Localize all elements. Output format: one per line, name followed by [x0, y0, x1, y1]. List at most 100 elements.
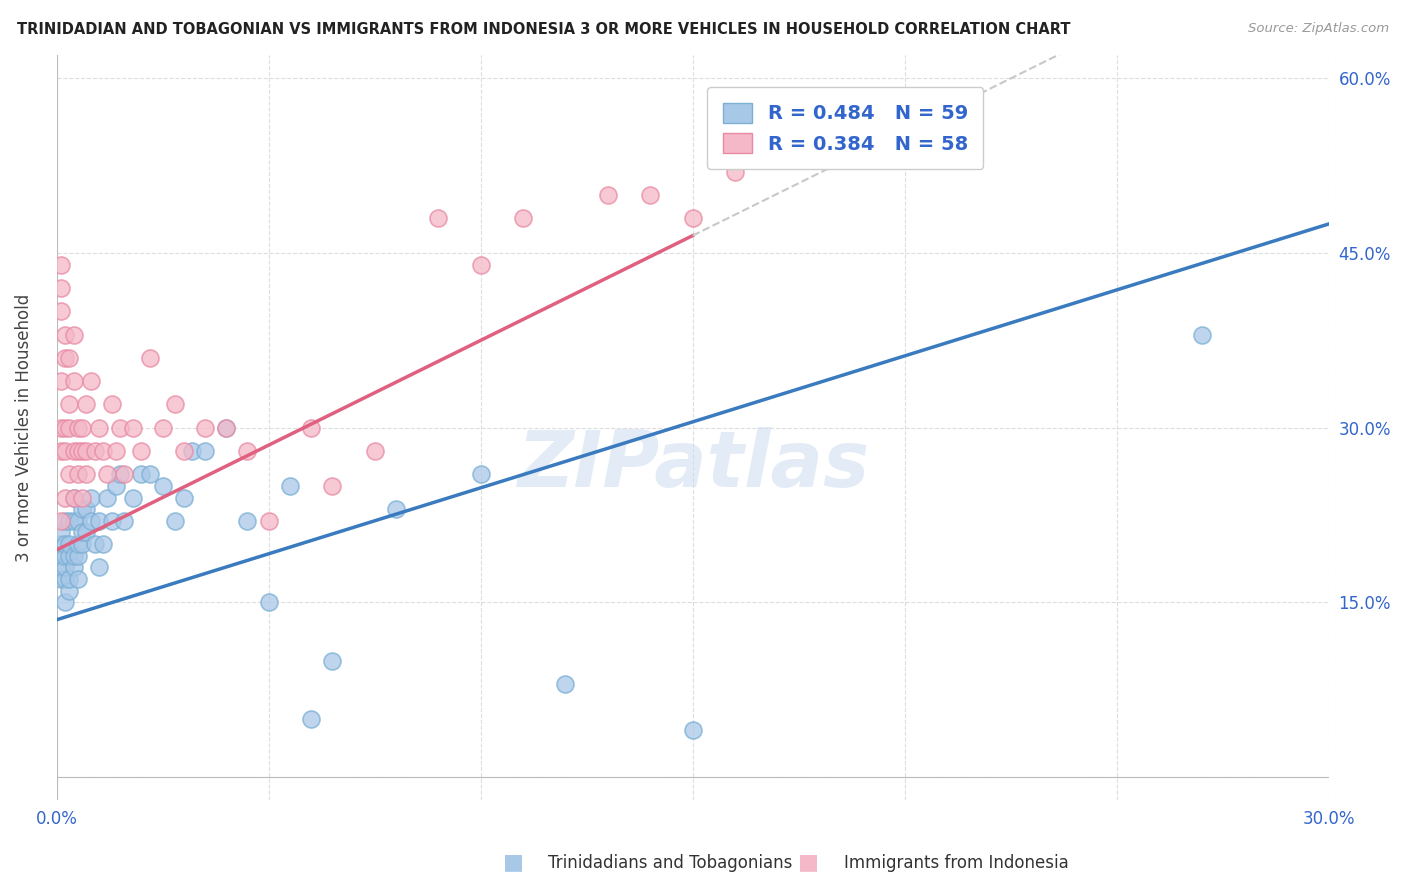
Point	[62, 491, 84, 505]
Point	[58, 583, 80, 598]
Point	[49, 514, 72, 528]
Point	[87, 514, 110, 528]
Point	[70, 502, 93, 516]
Point	[122, 491, 145, 505]
Point	[53, 537, 76, 551]
Point	[100, 514, 122, 528]
Legend: R = 0.484   N = 59, R = 0.384   N = 58: R = 0.484 N = 59, R = 0.384 N = 58	[707, 87, 983, 169]
Point	[257, 514, 280, 528]
Point	[49, 304, 72, 318]
Point	[62, 444, 84, 458]
Point	[724, 164, 747, 178]
Point	[104, 444, 127, 458]
Point	[62, 374, 84, 388]
Point	[257, 595, 280, 609]
Point	[152, 479, 174, 493]
Point	[66, 514, 89, 528]
Point	[131, 444, 153, 458]
Point	[363, 444, 385, 458]
Point	[100, 397, 122, 411]
Point	[470, 258, 492, 272]
Point	[104, 479, 127, 493]
Point	[83, 444, 105, 458]
Point	[66, 572, 89, 586]
Point	[53, 595, 76, 609]
Point	[236, 444, 259, 458]
Point	[278, 479, 301, 493]
Point	[299, 712, 322, 726]
Point	[131, 467, 153, 482]
Point	[122, 420, 145, 434]
Point	[165, 397, 187, 411]
Point	[49, 374, 72, 388]
Point	[321, 479, 343, 493]
Point	[58, 537, 80, 551]
Point	[66, 549, 89, 563]
Point	[58, 514, 80, 528]
Point	[53, 327, 76, 342]
Point	[62, 514, 84, 528]
Point	[596, 187, 619, 202]
Point	[70, 491, 93, 505]
Point	[62, 560, 84, 574]
Point	[53, 560, 76, 574]
Point	[512, 211, 534, 226]
Point	[49, 560, 72, 574]
Point	[49, 525, 72, 540]
Point	[58, 467, 80, 482]
Point	[110, 467, 132, 482]
Point	[49, 281, 72, 295]
Point	[194, 444, 217, 458]
Point	[139, 467, 162, 482]
Point	[70, 525, 93, 540]
Point	[110, 420, 132, 434]
Point	[83, 537, 105, 551]
Point	[79, 491, 101, 505]
Point	[49, 537, 72, 551]
Point	[96, 467, 118, 482]
Point	[53, 549, 76, 563]
Point	[66, 420, 89, 434]
Point	[66, 444, 89, 458]
Point	[49, 258, 72, 272]
Point	[96, 491, 118, 505]
Point	[87, 420, 110, 434]
Point	[75, 525, 97, 540]
Point	[53, 572, 76, 586]
Point	[321, 653, 343, 667]
Point	[70, 444, 93, 458]
Text: ZIPatlas: ZIPatlas	[516, 427, 869, 503]
Text: TRINIDADIAN AND TOBAGONIAN VS IMMIGRANTS FROM INDONESIA 3 OR MORE VEHICLES IN HO: TRINIDADIAN AND TOBAGONIAN VS IMMIGRANTS…	[17, 22, 1070, 37]
Point	[87, 560, 110, 574]
Text: Trinidadians and Tobagonians: Trinidadians and Tobagonians	[548, 855, 793, 872]
Point	[75, 397, 97, 411]
Point	[62, 327, 84, 342]
Point	[91, 444, 114, 458]
Text: ■: ■	[799, 853, 818, 872]
Point	[299, 420, 322, 434]
Point	[53, 420, 76, 434]
Point	[49, 572, 72, 586]
Point	[1191, 327, 1213, 342]
Text: ■: ■	[503, 853, 523, 872]
Point	[181, 444, 204, 458]
Point	[75, 502, 97, 516]
Point	[385, 502, 408, 516]
Point	[152, 420, 174, 434]
Point	[427, 211, 450, 226]
Point	[79, 514, 101, 528]
Text: Immigrants from Indonesia: Immigrants from Indonesia	[844, 855, 1069, 872]
Point	[75, 444, 97, 458]
Point	[682, 211, 704, 226]
Point	[49, 420, 72, 434]
Point	[236, 514, 259, 528]
Point	[58, 572, 80, 586]
Point	[58, 549, 80, 563]
Point	[640, 187, 662, 202]
Point	[554, 677, 576, 691]
Point	[66, 467, 89, 482]
Point	[49, 549, 72, 563]
Point	[215, 420, 238, 434]
Point	[470, 467, 492, 482]
Point	[53, 351, 76, 365]
